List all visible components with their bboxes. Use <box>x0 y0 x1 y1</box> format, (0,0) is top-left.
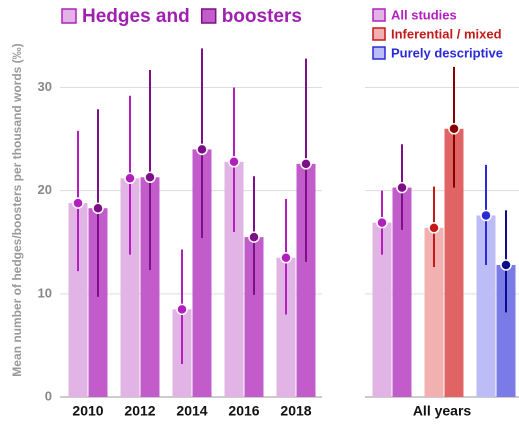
bar <box>372 222 392 397</box>
legend-label: Purely descriptive <box>391 45 503 60</box>
mean-point <box>196 143 208 156</box>
x-tick-label: 2018 <box>280 403 311 419</box>
x-tick-label: 2012 <box>124 403 155 419</box>
bar <box>476 215 496 397</box>
y-axis-label: Mean number of hedges/boosters per thous… <box>10 43 24 376</box>
mean-point <box>376 216 388 229</box>
bar <box>296 163 316 397</box>
y-tick-label: 10 <box>38 285 52 300</box>
mean-point <box>300 158 312 170</box>
bar <box>140 177 160 397</box>
mean-point <box>248 231 260 243</box>
mean-point <box>72 197 84 209</box>
bar <box>496 264 516 397</box>
x-tick-label: 2016 <box>228 403 259 419</box>
bar <box>68 203 88 397</box>
legend-label: All studies <box>391 7 457 22</box>
x-tick-label: 2010 <box>72 403 103 419</box>
mean-point <box>448 123 460 135</box>
y-tick-label: 20 <box>38 182 52 197</box>
legend-label: boosters <box>222 6 302 27</box>
legend-swatch <box>372 8 386 22</box>
bar <box>424 227 444 397</box>
bar <box>88 208 108 397</box>
bar <box>244 237 264 397</box>
mean-point <box>124 172 136 185</box>
mean-point <box>176 303 188 316</box>
legend-swatch <box>200 8 217 24</box>
mean-point <box>428 222 440 234</box>
x-tick-label: All years <box>413 403 472 419</box>
legend-swatch <box>372 46 386 60</box>
bar <box>444 128 464 397</box>
y-tick-label: 30 <box>38 79 52 94</box>
y-tick-label: 0 <box>45 388 52 403</box>
bar <box>276 257 296 397</box>
legend-swatch <box>61 8 77 24</box>
legend-label: Inferential / mixed <box>391 26 502 41</box>
bar <box>120 178 140 397</box>
bar <box>224 161 244 397</box>
legend-label: Hedges and <box>82 6 190 27</box>
mean-point <box>228 156 240 168</box>
mean-point <box>144 171 156 184</box>
mean-point <box>500 259 512 271</box>
mean-point <box>480 209 492 222</box>
x-tick-label: 2014 <box>176 403 207 419</box>
mean-point <box>280 251 292 264</box>
bar <box>192 149 212 397</box>
mean-point <box>92 202 104 214</box>
bar <box>392 187 412 397</box>
legend-swatch <box>372 27 386 41</box>
mean-point <box>396 181 408 194</box>
